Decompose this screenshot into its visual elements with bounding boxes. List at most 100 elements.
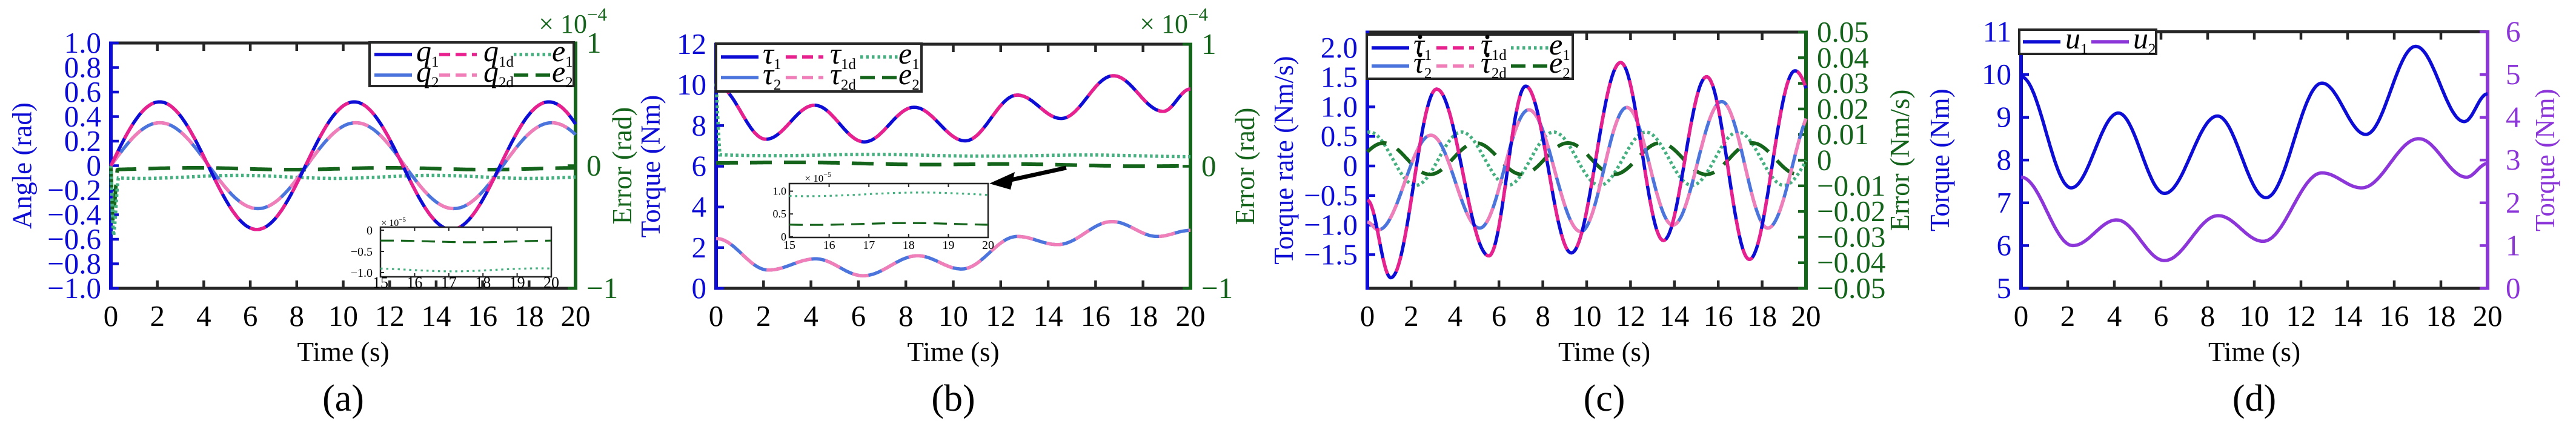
svg-text:17: 17 [441, 274, 457, 291]
svg-text:6: 6 [692, 150, 707, 183]
svg-text:2: 2 [1404, 299, 1419, 333]
svg-text:−0.8: −0.8 [47, 247, 101, 280]
svg-text:1: 1 [2506, 228, 2521, 262]
svg-text:−0.5: −0.5 [351, 245, 373, 259]
svg-text:0.01: 0.01 [1817, 118, 1869, 151]
svg-text:0.8: 0.8 [64, 51, 101, 84]
svg-text:0: 0 [367, 224, 373, 237]
svg-text:6: 6 [2154, 299, 2169, 333]
svg-text:12: 12 [677, 27, 706, 61]
svg-text:(a): (a) [322, 378, 364, 419]
svg-text:2.0: 2.0 [1321, 31, 1358, 64]
svg-text:0: 0 [1360, 299, 1375, 333]
svg-text:−0.05: −0.05 [1817, 271, 1885, 305]
svg-text:18: 18 [903, 239, 915, 252]
svg-text:10: 10 [2240, 299, 2269, 333]
svg-text:4: 4 [803, 299, 818, 333]
svg-text:Time (s): Time (s) [1558, 337, 1650, 367]
svg-text:−1.0: −1.0 [1304, 208, 1358, 242]
svg-text:10: 10 [677, 68, 706, 101]
svg-text:6: 6 [1492, 299, 1507, 333]
svg-text:0.6: 0.6 [64, 75, 101, 108]
svg-text:−0.5: −0.5 [1304, 179, 1358, 212]
svg-text:4: 4 [2506, 101, 2521, 134]
svg-text:10: 10 [328, 299, 358, 333]
svg-text:−1: −1 [586, 271, 618, 305]
svg-text:20: 20 [561, 299, 591, 333]
svg-text:8: 8 [692, 108, 707, 142]
svg-text:−0.02: −0.02 [1817, 194, 1885, 228]
svg-text:0.5: 0.5 [773, 208, 787, 220]
svg-text:6: 6 [2506, 15, 2521, 48]
svg-text:0: 0 [781, 231, 786, 243]
svg-text:9: 9 [1997, 101, 2012, 134]
svg-text:0.03: 0.03 [1817, 67, 1869, 100]
svg-text:15: 15 [783, 239, 795, 252]
svg-text:16: 16 [2380, 299, 2409, 333]
svg-text:16: 16 [1081, 299, 1110, 333]
svg-text:4: 4 [2107, 299, 2122, 333]
svg-text:−1.5: −1.5 [1304, 237, 1358, 271]
svg-text:20: 20 [2473, 299, 2503, 333]
svg-text:12: 12 [375, 299, 405, 333]
svg-text:0.4: 0.4 [64, 100, 101, 133]
svg-text:16: 16 [823, 239, 835, 252]
svg-text:2: 2 [2506, 186, 2521, 219]
svg-text:0.02: 0.02 [1817, 92, 1869, 125]
svg-text:Time (s): Time (s) [907, 337, 999, 367]
svg-text:2: 2 [756, 299, 771, 333]
svg-text:−0.6: −0.6 [47, 222, 101, 256]
svg-text:12: 12 [986, 299, 1015, 333]
svg-text:1.0: 1.0 [773, 185, 787, 197]
svg-text:1.0: 1.0 [64, 26, 101, 59]
svg-text:8: 8 [898, 299, 914, 333]
svg-text:Torque (Nm): Torque (Nm) [636, 95, 666, 238]
svg-text:Torque (Nm): Torque (Nm) [2530, 88, 2560, 231]
svg-text:14: 14 [2333, 299, 2363, 333]
svg-text:4: 4 [692, 190, 707, 224]
svg-text:Error (rad): Error (rad) [607, 107, 637, 225]
svg-text:8: 8 [1997, 143, 2012, 176]
svg-text:18: 18 [1747, 299, 1777, 333]
svg-text:Torque rate (Nm/s): Torque rate (Nm/s) [1269, 56, 1299, 264]
svg-text:17: 17 [863, 239, 875, 252]
svg-text:0.04: 0.04 [1817, 41, 1869, 74]
svg-text:0: 0 [692, 271, 707, 305]
svg-text:−0.2: −0.2 [47, 173, 101, 207]
svg-text:10: 10 [1982, 58, 2011, 91]
svg-text:0: 0 [87, 149, 102, 182]
svg-text:Error (Nm/s): Error (Nm/s) [1885, 90, 1915, 231]
svg-text:15: 15 [373, 274, 388, 291]
svg-text:12: 12 [1616, 299, 1645, 333]
svg-text:1: 1 [1201, 27, 1217, 61]
svg-text:20: 20 [1791, 299, 1821, 333]
svg-text:5: 5 [2506, 58, 2521, 91]
svg-text:−1.0: −1.0 [47, 271, 101, 305]
svg-text:−0.04: −0.04 [1817, 246, 1885, 279]
svg-text:11: 11 [1983, 15, 2011, 48]
svg-text:(c): (c) [1584, 378, 1625, 419]
svg-text:6: 6 [243, 299, 258, 333]
svg-text:10: 10 [1572, 299, 1602, 333]
svg-text:4: 4 [196, 299, 211, 333]
svg-text:18: 18 [514, 299, 544, 333]
svg-text:16: 16 [407, 274, 422, 291]
svg-text:−0.4: −0.4 [47, 198, 101, 231]
svg-text:0.05: 0.05 [1817, 15, 1869, 48]
svg-text:16: 16 [468, 299, 497, 333]
svg-text:19: 19 [510, 274, 525, 291]
svg-text:0: 0 [2506, 271, 2521, 305]
svg-text:2: 2 [692, 231, 707, 264]
svg-text:−1.0: −1.0 [351, 267, 373, 280]
svg-text:16: 16 [1704, 299, 1733, 333]
svg-text:14: 14 [1034, 299, 1063, 333]
svg-text:5: 5 [1997, 271, 2012, 305]
svg-text:Torque (Nm): Torque (Nm) [1925, 88, 1955, 231]
svg-text:1.5: 1.5 [1321, 61, 1358, 94]
svg-text:19: 19 [942, 239, 954, 252]
svg-text:−1: −1 [1201, 271, 1233, 305]
svg-text:0: 0 [1201, 150, 1217, 183]
svg-text:Angle (rad): Angle (rad) [7, 102, 38, 229]
svg-text:14: 14 [421, 299, 451, 333]
svg-text:10: 10 [938, 299, 968, 333]
